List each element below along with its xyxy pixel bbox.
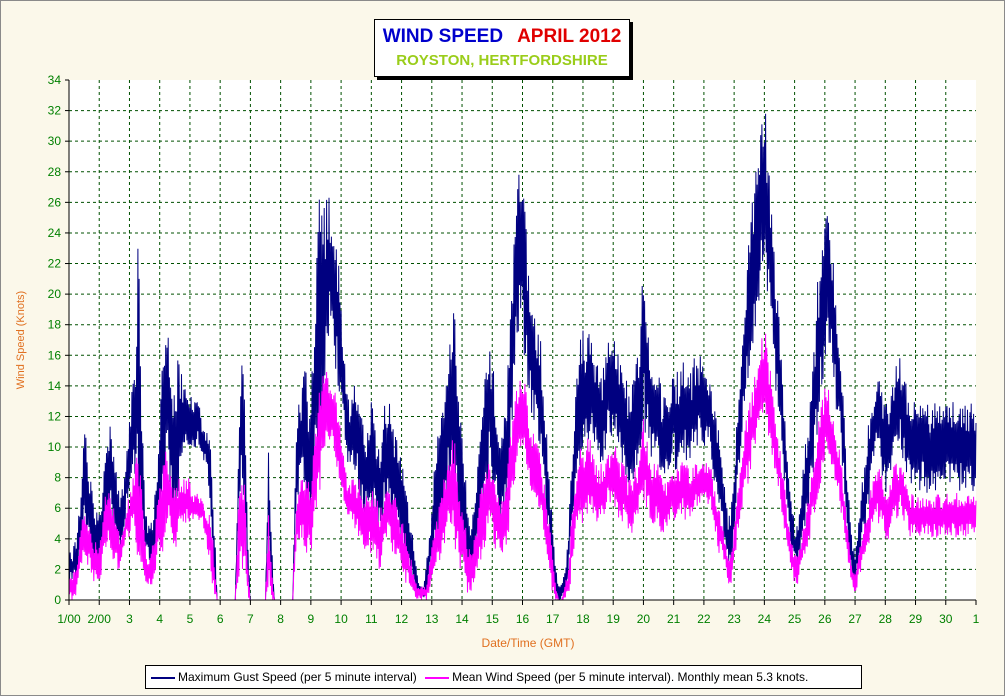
legend-item-mean: Mean Wind Speed (per 5 minute interval).… xyxy=(425,666,808,688)
y-tick-label: 18 xyxy=(48,318,62,332)
y-tick-label: 8 xyxy=(54,471,61,485)
x-tick-label: 7 xyxy=(247,612,254,626)
legend-label-mean: Mean Wind Speed (per 5 minute interval).… xyxy=(452,670,809,684)
x-tick-label: 24 xyxy=(758,612,772,626)
y-tick-label: 30 xyxy=(48,134,62,148)
x-tick-label: 18 xyxy=(576,612,590,626)
x-tick-label: 14 xyxy=(455,612,469,626)
x-tick-label: 17 xyxy=(546,612,560,626)
y-tick-label: 10 xyxy=(48,440,62,454)
x-tick-label: 1/00 xyxy=(57,612,81,626)
x-tick-label: 28 xyxy=(879,612,893,626)
y-tick-label: 4 xyxy=(54,532,61,546)
y-tick-label: 32 xyxy=(48,104,62,118)
x-tick-label: 25 xyxy=(788,612,802,626)
x-tick-label: 9 xyxy=(308,612,315,626)
legend-item-gust: Maximum Gust Speed (per 5 minute interva… xyxy=(151,666,417,688)
x-tick-label: 19 xyxy=(607,612,621,626)
y-tick-label: 24 xyxy=(48,226,62,240)
y-tick-label: 22 xyxy=(48,257,62,271)
y-tick-label: 20 xyxy=(48,287,62,301)
x-tick-label: 26 xyxy=(818,612,832,626)
x-tick-label: 8 xyxy=(277,612,284,626)
x-tick-label: 15 xyxy=(486,612,500,626)
x-tick-label: 6 xyxy=(217,612,224,626)
x-tick-label: 27 xyxy=(848,612,862,626)
legend: Maximum Gust Speed (per 5 minute interva… xyxy=(145,665,862,689)
y-tick-label: 26 xyxy=(48,195,62,209)
x-tick-label: 4 xyxy=(156,612,163,626)
y-tick-label: 34 xyxy=(48,73,62,87)
x-tick-label: 21 xyxy=(667,612,681,626)
chart-period: APRIL 2012 xyxy=(517,26,622,47)
x-tick-label: 2/00 xyxy=(88,612,112,626)
x-tick-label: 30 xyxy=(939,612,953,626)
x-tick-label: 16 xyxy=(516,612,530,626)
y-tick-label: 0 xyxy=(54,593,61,607)
y-tick-label: 28 xyxy=(48,165,62,179)
legend-label-gust: Maximum Gust Speed (per 5 minute interva… xyxy=(178,670,417,684)
x-tick-label: 11 xyxy=(365,612,378,626)
x-tick-label: 3 xyxy=(126,612,133,626)
y-tick-label: 2 xyxy=(54,562,61,576)
y-tick-label: 16 xyxy=(48,348,62,362)
chart-location: ROYSTON, HERTFORDSHIRE xyxy=(396,52,608,69)
x-tick-label: 12 xyxy=(395,612,409,626)
x-axis-label: Date/Time (GMT) xyxy=(482,636,575,650)
chart-title-box: WIND SPEED APRIL 2012 ROYSTON, HERTFORDSH… xyxy=(374,19,630,77)
x-tick-label: 23 xyxy=(727,612,741,626)
x-tick-label: 10 xyxy=(334,612,348,626)
x-tick-label: 29 xyxy=(909,612,923,626)
y-tick-label: 14 xyxy=(48,379,62,393)
x-tick-label: 22 xyxy=(697,612,711,626)
x-tick-label: 5 xyxy=(187,612,194,626)
y-tick-label: 12 xyxy=(48,409,62,423)
y-axis-label: Wind Speed (Knots) xyxy=(15,291,27,389)
legend-swatch-mean xyxy=(425,676,450,679)
x-tick-label: 20 xyxy=(637,612,651,626)
chart-title: WIND SPEED xyxy=(382,26,504,47)
x-tick-label: 1 xyxy=(973,612,980,626)
x-tick-label: 13 xyxy=(425,612,439,626)
legend-swatch-gust xyxy=(151,676,175,679)
y-tick-label: 6 xyxy=(54,501,61,515)
